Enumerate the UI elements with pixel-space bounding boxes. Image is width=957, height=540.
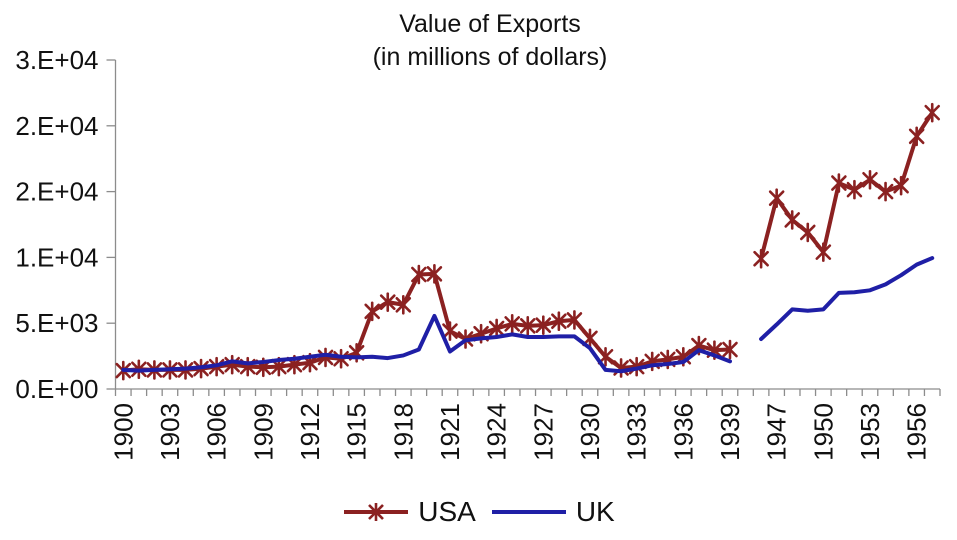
y-tick-label: 2.E+04 — [15, 177, 98, 207]
series-line-usa-post-war — [759, 110, 935, 261]
uk-line-icon — [491, 510, 566, 514]
x-tick-label: 1950 — [808, 403, 838, 461]
x-tick-label: 1947 — [762, 403, 792, 461]
chart-title: Value of Exports (in millions of dollars… — [140, 8, 840, 74]
usa-asterisk-marker — [768, 188, 785, 208]
usa-asterisk-marker — [551, 311, 567, 332]
legend: USA UK — [0, 496, 957, 528]
usa-asterisk-marker — [753, 248, 769, 269]
y-tick-label: 1.E+04 — [15, 242, 98, 272]
x-tick-label: 1936 — [668, 403, 698, 461]
y-tick-label: 0.E+00 — [15, 374, 98, 404]
usa-asterisk-marker — [862, 169, 878, 190]
usa-asterisk-marker — [784, 210, 801, 230]
usa-asterisk-marker — [364, 301, 380, 322]
usa-asterisk-marker — [877, 181, 894, 202]
x-tick-label: 1909 — [248, 403, 278, 461]
legend-item-uk: UK — [490, 496, 615, 528]
usa-asterisk-marker — [722, 339, 738, 360]
x-tick-label: 1906 — [202, 403, 232, 461]
plot-area: 0.E+00 5.E+03 1.E+04 2.E+04 2.E+04 3.E+04 1900… — [15, 45, 941, 461]
series-line-uk-post-war — [759, 256, 935, 341]
x-tick-label: 1900 — [108, 403, 138, 461]
chart-title-line1: Value of Exports — [399, 10, 581, 38]
usa-asterisk-marker — [799, 222, 816, 243]
usa-asterisk-marker — [519, 316, 536, 336]
usa-asterisk-marker — [535, 315, 552, 335]
usa-asterisk-marker — [488, 318, 505, 339]
usa-asterisk-marker — [846, 179, 863, 200]
usa-asterisk-marker — [317, 347, 334, 368]
x-tick-label: 1921 — [435, 403, 465, 461]
legend-label-usa: USA — [418, 496, 476, 527]
legend-item-usa: USA — [342, 496, 476, 528]
usa-asterisk-marker — [442, 321, 458, 341]
x-tick-label: 1930 — [575, 403, 605, 461]
x-tick-label: 1939 — [715, 403, 745, 461]
chart-title-line2: (in millions of dollars) — [372, 43, 608, 71]
x-tick-label: 1915 — [342, 403, 372, 461]
x-tick-label: 1918 — [388, 403, 418, 461]
x-tick-label: 1933 — [622, 403, 652, 461]
x-tick-label: 1927 — [528, 403, 558, 461]
y-tick-label: 3.E+04 — [15, 45, 98, 75]
x-tick-label: 1956 — [902, 403, 932, 461]
x-tick-label: 1912 — [295, 403, 325, 461]
x-tick-label: 1903 — [155, 403, 185, 461]
series-line-usa-pre-war — [121, 271, 732, 373]
legend-label-uk: UK — [575, 496, 615, 527]
usa-asterisk-marker — [924, 102, 941, 123]
usa-asterisk-marker — [815, 242, 832, 262]
series-line-uk-pre-war — [121, 313, 732, 374]
usa-asterisk-marker — [395, 294, 412, 315]
y-tick-label: 5.E+03 — [15, 308, 98, 338]
usa-asterisk-marker — [566, 310, 583, 330]
usa-asterisk-marker — [504, 314, 520, 334]
y-tick-label: 2.E+04 — [15, 111, 98, 141]
x-tick-label: 1924 — [482, 403, 512, 461]
usa-asterisk-marker — [411, 264, 427, 285]
x-tick-label: 1953 — [855, 403, 885, 461]
usa-asterisk-marker — [379, 292, 396, 312]
usa-asterisk-marker — [426, 264, 443, 284]
usa-line-asterisk-icon — [344, 503, 409, 521]
usa-asterisk-marker — [893, 175, 909, 196]
usa-asterisk-marker — [908, 126, 925, 147]
usa-asterisk-marker — [831, 173, 847, 193]
